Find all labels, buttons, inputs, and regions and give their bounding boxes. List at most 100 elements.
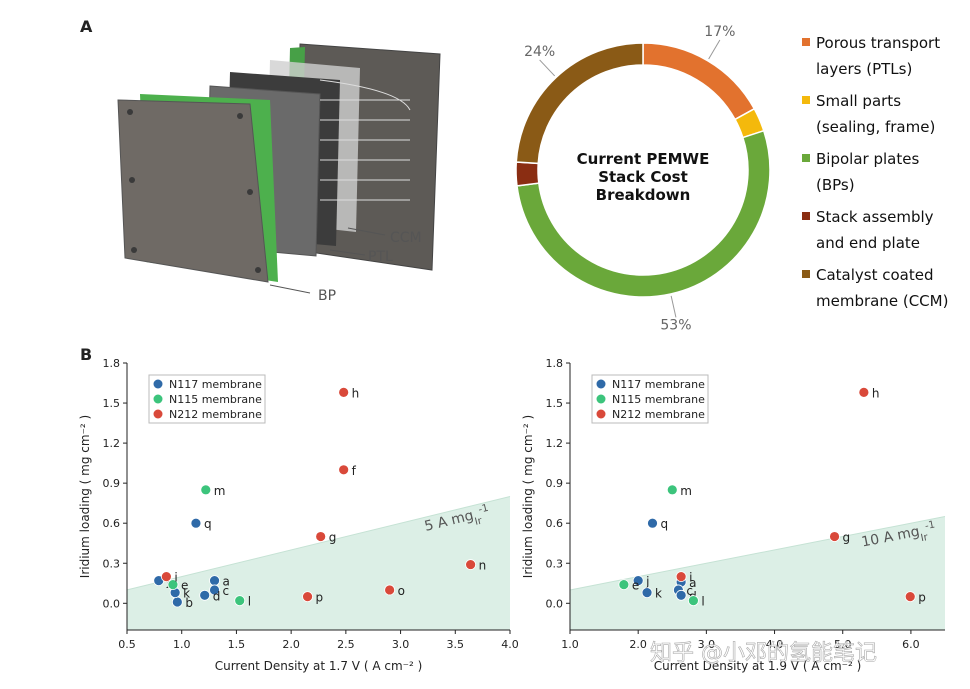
data-point: [688, 595, 699, 607]
y-tick-label: 1.8: [546, 357, 564, 370]
data-point: [632, 575, 644, 587]
x-tick-label: 3.0: [392, 638, 410, 651]
data-point: [858, 386, 870, 398]
point-label: k: [655, 587, 662, 601]
data-point: [675, 571, 687, 582]
legend-marker: [596, 394, 606, 404]
data-point: [160, 571, 172, 582]
x-axis-label: Current Density at 1.9 V ( A cm⁻² ): [654, 659, 862, 673]
data-point: [302, 591, 313, 603]
donut-segment: [642, 42, 756, 121]
illustration-label: CCM: [390, 230, 422, 246]
value-label: 53%: [660, 317, 691, 333]
panel-label: A: [80, 17, 93, 36]
point-label: q: [204, 517, 212, 531]
y-tick-label: 1.2: [546, 437, 564, 450]
point-label: i: [174, 571, 177, 585]
legend-label: N212 membrane: [169, 408, 262, 421]
reference-label-sup: -1: [477, 502, 489, 515]
legend-marker: [596, 379, 606, 389]
point-label: g: [843, 531, 851, 545]
point-label: g: [329, 531, 337, 545]
x-tick-label: 3.5: [447, 638, 465, 651]
y-tick-label: 1.8: [103, 357, 121, 370]
legend-swatch: [802, 38, 810, 46]
point-label: o: [398, 584, 405, 598]
data-point: [618, 579, 630, 591]
legend-swatch: [802, 96, 810, 104]
legend-label: N115 membrane: [612, 393, 705, 406]
point-label: a: [689, 576, 696, 590]
leader-line: [670, 295, 677, 318]
point-label: h: [872, 386, 880, 400]
donut-title: Current PEMWE Stack Cost Breakdown: [576, 150, 710, 204]
data-point: [315, 531, 327, 542]
legend-swatch: [802, 270, 810, 278]
data-point: [167, 579, 179, 591]
illustration-label: BP: [318, 288, 336, 304]
point-label: d: [213, 589, 221, 603]
y-tick-label: 0.9: [103, 477, 121, 490]
donut-segment: [516, 129, 771, 298]
reference-line: [126, 496, 511, 591]
data-point: [675, 589, 687, 601]
legend-label: N212 membrane: [612, 408, 705, 421]
y-tick-label: 1.5: [103, 397, 121, 410]
x-tick-label: 5.0: [834, 638, 852, 651]
y-tick-label: 0.3: [103, 557, 121, 570]
legend-swatch: [802, 212, 810, 220]
leader-line: [539, 59, 556, 77]
point-label: a: [223, 575, 230, 589]
value-label: 24%: [524, 44, 555, 60]
y-tick-label: 0.0: [546, 597, 564, 610]
donut-segment: [515, 161, 540, 187]
data-point: [234, 595, 246, 607]
legend-box: [148, 374, 266, 424]
point-label: m: [214, 484, 226, 498]
watermark: 知乎 @小邓的氢能笔记: [650, 641, 877, 666]
point-label: j: [645, 575, 649, 589]
data-point: [171, 596, 183, 608]
y-tick-label: 0.9: [546, 477, 564, 490]
x-tick-label: 1.0: [173, 638, 191, 651]
data-point: [338, 464, 350, 476]
data-point: [904, 591, 916, 603]
y-tick-label: 0.6: [546, 517, 564, 530]
reference-line: [569, 516, 946, 591]
point-label: q: [661, 517, 669, 531]
point-label: e: [632, 579, 639, 593]
point-label: l: [248, 595, 251, 609]
point-label: m: [680, 484, 692, 498]
y-axis-label: Iridium loading ( mg cm⁻² ): [78, 415, 92, 578]
reference-label-sub: Ir: [920, 531, 930, 543]
point-label: p: [918, 591, 926, 605]
reference-label-sub: Ir: [474, 515, 484, 528]
data-point: [465, 559, 477, 570]
y-axis-label: Iridium loading ( mg cm⁻² ): [521, 415, 535, 578]
data-point: [209, 584, 220, 596]
data-point: [641, 587, 653, 599]
data-point: [666, 484, 678, 496]
leader-line: [708, 39, 721, 60]
x-tick-label: 4.0: [501, 638, 519, 651]
y-tick-label: 0.6: [103, 517, 121, 530]
data-point: [338, 386, 350, 398]
legend-marker: [596, 409, 606, 419]
data-point: [647, 517, 658, 529]
legend-label: N117 membrane: [612, 378, 705, 391]
y-tick-label: 0.3: [546, 557, 564, 570]
y-tick-label: 1.2: [103, 437, 121, 450]
x-tick-label: 4.0: [766, 638, 784, 651]
x-tick-label: 1.0: [561, 638, 579, 651]
reference-region: [570, 516, 945, 630]
point-label: k: [183, 587, 190, 601]
value-label: 17%: [704, 24, 735, 40]
legend-marker: [153, 379, 163, 389]
data-point: [209, 575, 220, 587]
point-label: f: [352, 464, 357, 478]
point-label: p: [316, 591, 324, 605]
data-point: [190, 517, 202, 529]
reference-region: [127, 496, 510, 630]
legend-marker: [153, 409, 163, 419]
